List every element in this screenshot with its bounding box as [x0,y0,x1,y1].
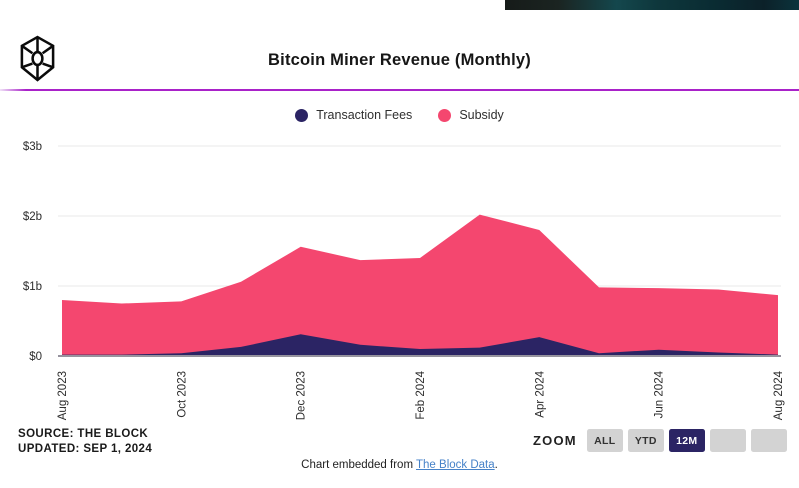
top-image-strip [505,0,799,10]
y-tick-label: $2b [23,211,42,223]
header-divider [0,89,799,91]
x-tick-label: Aug 2023 [57,371,69,420]
zoom-button-ytd[interactable]: YTD [627,429,664,452]
x-tick-label: Dec 2023 [296,371,308,420]
x-tick-label: Feb 2024 [415,370,427,419]
legend-item-subsidy[interactable]: Subsidy [438,108,504,122]
x-tick-label: Aug 2024 [773,370,785,420]
zoom-button-blank-5[interactable] [750,429,787,452]
x-tick-label: Oct 2023 [176,371,188,418]
area-transaction-fees [62,334,778,356]
legend-dot-icon [295,108,309,122]
source-label: SOURCE: THE BLOCK [18,428,149,440]
x-tick-label: Jun 2024 [654,370,666,418]
legend-dot-icon [438,108,452,122]
zoom-label: ZOOM [533,433,577,448]
legend-item-label: Transaction Fees [316,108,413,122]
y-tick-label: $0 [29,351,42,363]
embed-link[interactable]: The Block Data [416,459,495,471]
chart-title: Bitcoin Miner Revenue (Monthly) [268,51,531,69]
source-attribution: SOURCE: THE BLOCK UPDATED: SEP 1, 2024 [18,427,152,457]
legend-item-label: Subsidy [459,108,504,122]
the-block-logo-icon[interactable] [18,35,57,82]
embed-note-prefix: Chart embedded from [301,459,417,471]
zoom-button-all[interactable]: ALL [586,429,623,452]
zoom-controls: ZOOM ALL YTD 12M [533,429,792,452]
embed-note: Chart embedded from The Block Data. [0,459,799,471]
x-tick-label: Apr 2024 [534,370,546,417]
y-tick-label: $1b [23,281,42,293]
zoom-button-12m[interactable]: 12M [668,429,705,452]
area-subsidy [62,214,778,356]
chart-legend: Transaction Fees Subsidy [0,104,799,126]
updated-label: UPDATED: SEP 1, 2024 [18,443,153,455]
embed-note-suffix: . [494,459,498,471]
legend-item-transaction-fees[interactable]: Transaction Fees [295,108,412,122]
zoom-button-blank-4[interactable] [709,429,746,452]
y-tick-label: $3b [23,141,42,153]
